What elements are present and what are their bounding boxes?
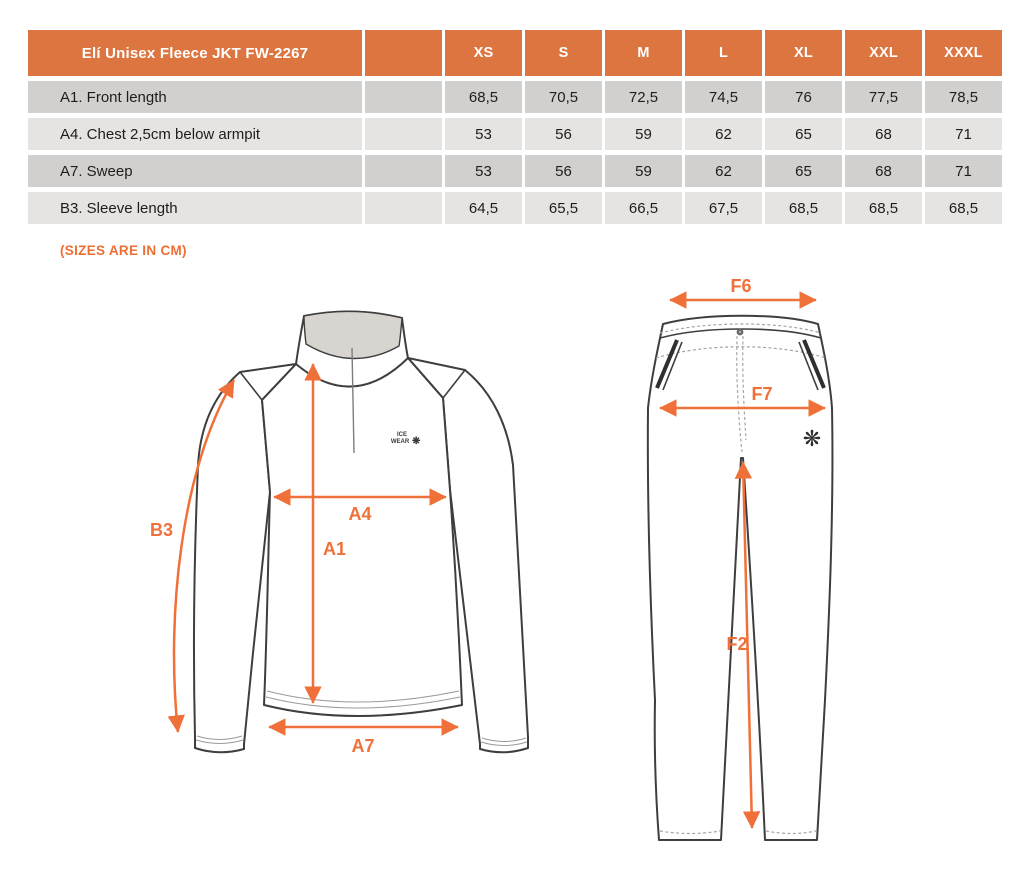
logo-line1: ICE (397, 432, 407, 438)
row-label: A7. Sweep (28, 155, 362, 187)
b3-label: B3 (150, 520, 173, 540)
size-col-header-l: L (685, 30, 762, 76)
f2-arrow (734, 461, 761, 829)
size-value: 59 (605, 118, 682, 150)
pocket-right-edge (798, 341, 819, 391)
snowflake-icon: ❋ (412, 436, 421, 447)
f2-label: F2 (726, 634, 747, 654)
hem-stitch (265, 690, 461, 709)
size-value: 71 (925, 118, 1002, 150)
waist-button-center (738, 330, 742, 334)
size-value: 76 (765, 81, 842, 113)
f6-label: F6 (730, 278, 751, 296)
size-value: 67,5 (685, 192, 762, 224)
jacket-diagram: ICE WEAR ❋ B3 A1 A4 A7 (150, 310, 529, 756)
size-value: 68 (845, 118, 922, 150)
size-value: 65,5 (525, 192, 602, 224)
size-value: 59 (605, 155, 682, 187)
size-value: 77,5 (845, 81, 922, 113)
size-value: 65 (765, 155, 842, 187)
size-value: 72,5 (605, 81, 682, 113)
size-col-header-s: S (525, 30, 602, 76)
a4-label: A4 (348, 504, 371, 524)
size-col-header-xxxl: XXXL (925, 30, 1002, 76)
row-spacer-cell (365, 81, 442, 113)
pocket-left (655, 339, 679, 389)
row-spacer-cell (365, 192, 442, 224)
b3-arrow (167, 379, 236, 733)
size-value: 71 (925, 155, 1002, 187)
size-value: 68 (845, 155, 922, 187)
size-value: 64,5 (445, 192, 522, 224)
row-spacer-cell (365, 118, 442, 150)
size-col-header-xl: XL (765, 30, 842, 76)
pants-outline (646, 314, 834, 841)
jacket-body (261, 357, 463, 717)
size-value: 68,5 (765, 192, 842, 224)
size-value: 68,5 (445, 81, 522, 113)
table-title: Elí Unisex Fleece JKT FW-2267 (28, 30, 362, 76)
brand-logo: ICE WEAR ❋ (391, 432, 421, 447)
size-table: Elí Unisex Fleece JKT FW-2267 XS S M L X… (28, 30, 1002, 224)
row-label: A1. Front length (28, 81, 362, 113)
fly-stitch (736, 335, 747, 453)
row-label: B3. Sleeve length (28, 192, 362, 224)
size-value: 70,5 (525, 81, 602, 113)
header-spacer-cell (365, 30, 442, 76)
waistband-seam (659, 328, 822, 339)
size-value: 68,5 (845, 192, 922, 224)
a1-label: A1 (323, 539, 346, 559)
cuff-stitch (195, 735, 528, 746)
size-value: 62 (685, 155, 762, 187)
size-value: 74,5 (685, 81, 762, 113)
pocket-right (802, 339, 826, 389)
size-value: 56 (525, 155, 602, 187)
row-spacer-cell (365, 155, 442, 187)
pants-diagram: ❋ F6 F7 F2 (646, 278, 834, 841)
size-value: 68,5 (925, 192, 1002, 224)
zipper-line (351, 347, 355, 454)
row-label: A4. Chest 2,5cm below armpit (28, 118, 362, 150)
size-value: 65 (765, 118, 842, 150)
size-value: 56 (525, 118, 602, 150)
size-value: 66,5 (605, 192, 682, 224)
size-value: 62 (685, 118, 762, 150)
leg-hem-stitch (659, 830, 817, 835)
size-value: 53 (445, 155, 522, 187)
snowflake-icon: ❋ (803, 426, 821, 451)
a7-label: A7 (351, 736, 374, 756)
jacket-right-sleeve (407, 357, 529, 754)
size-value: 78,5 (925, 81, 1002, 113)
size-col-header-xxl: XXL (845, 30, 922, 76)
collar-inner (303, 310, 403, 360)
size-value: 53 (445, 118, 522, 150)
f7-label: F7 (751, 384, 772, 404)
pocket-left-edge (662, 341, 683, 391)
sizes-note: (SIZES ARE IN CM) (60, 243, 187, 258)
jacket-shoulder-seams (239, 357, 466, 401)
size-col-header-m: M (605, 30, 682, 76)
size-col-header-xs: XS (445, 30, 522, 76)
logo-line2: WEAR (391, 439, 410, 445)
